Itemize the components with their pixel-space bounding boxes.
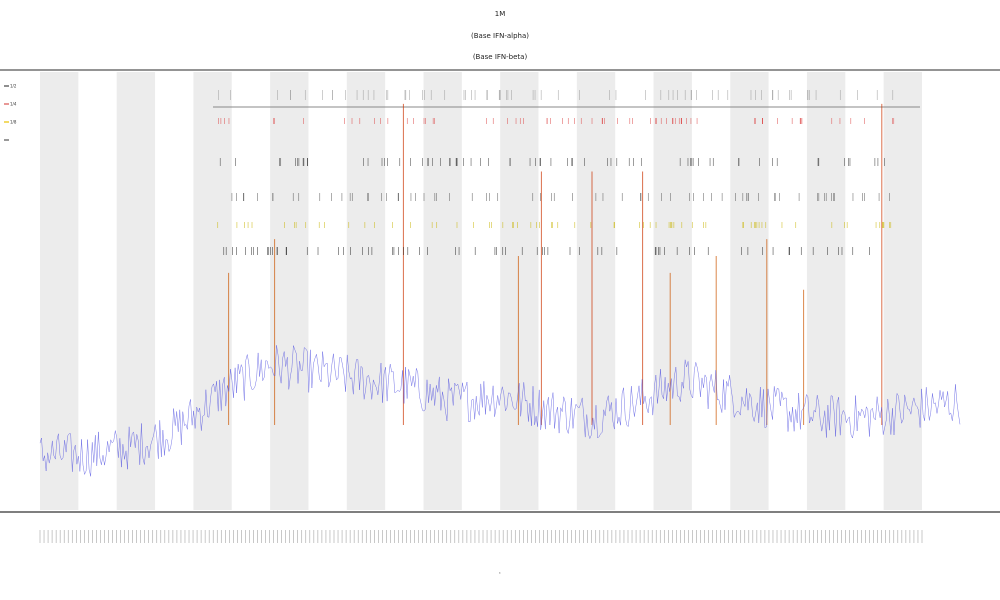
band-10 xyxy=(806,72,846,510)
band-3 xyxy=(270,72,309,510)
band-0 xyxy=(40,72,79,510)
legend-label-1: 1/4 xyxy=(10,102,17,107)
series-lines xyxy=(39,345,961,477)
band-11 xyxy=(883,72,922,510)
title-line-2: (Base IFN-alpha) xyxy=(471,32,529,40)
band-5 xyxy=(423,72,462,510)
chart-title: 1M (Base IFN-alpha) (Base IFN-beta) xyxy=(471,10,529,61)
x-axis-label: t xyxy=(499,571,501,575)
legend-label-2: 1/8 xyxy=(10,120,17,125)
band-6 xyxy=(500,72,539,510)
series-line-0 xyxy=(39,345,961,477)
event-ticks xyxy=(217,90,895,255)
band-8 xyxy=(653,72,692,510)
legend-label-0: 1/2 xyxy=(10,84,17,89)
title-line-1: 1M xyxy=(495,10,506,18)
title-line-3: (Base IFN-beta) xyxy=(473,53,528,61)
band-9 xyxy=(730,72,769,510)
band-2 xyxy=(193,72,232,510)
spike-marks xyxy=(228,103,883,425)
band-4 xyxy=(346,72,386,510)
legend: 1/2 1/4 1/8 xyxy=(4,84,17,141)
band-7 xyxy=(576,72,616,510)
background-bands xyxy=(40,72,922,510)
x-tick-labels xyxy=(39,530,923,543)
band-1 xyxy=(116,72,156,510)
